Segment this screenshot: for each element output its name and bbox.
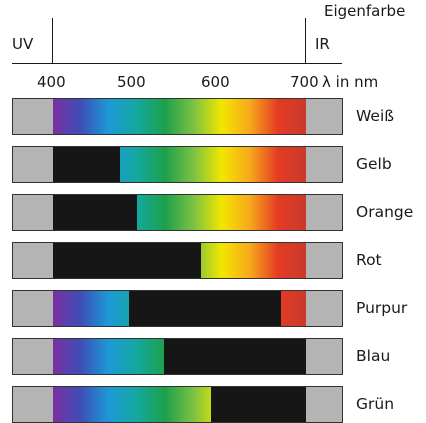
tick-label-400: 400 [37, 73, 66, 91]
row-label-gelb: Gelb [356, 155, 392, 173]
uv-boundary-line [52, 18, 53, 64]
tick-label-700: 700 [290, 73, 319, 91]
tick-label-500: 500 [117, 73, 146, 91]
ir-boundary-line [305, 18, 306, 64]
absorbed-band [210, 387, 306, 422]
spectrum-bar-orange [12, 194, 343, 231]
spectrum-bar-wei [12, 98, 343, 135]
uv-label: UV [12, 35, 34, 53]
visible-spectrum [53, 99, 306, 134]
spectrum-bar-gelb [12, 146, 343, 183]
eigenfarbe-label: Eigenfarbe [324, 2, 406, 20]
row-label-grn: Grün [356, 395, 395, 413]
spectrum-bar-grn [12, 386, 343, 423]
row-label-purpur: Purpur [356, 299, 408, 317]
axis-unit-label: λ in nm [322, 73, 379, 91]
wavelength-axis [12, 63, 342, 64]
row-label-wei: Weiß [356, 107, 395, 125]
absorbed-band [164, 339, 306, 374]
spectrum-bar-purpur [12, 290, 343, 327]
row-label-rot: Rot [356, 251, 382, 269]
absorbed-band [53, 195, 138, 230]
absorbed-band [53, 147, 121, 182]
row-label-blau: Blau [356, 347, 391, 365]
tick-label-600: 600 [201, 73, 230, 91]
ir-label: IR [315, 35, 330, 53]
absorbed-band [128, 291, 281, 326]
row-label-orange: Orange [356, 203, 414, 221]
spectrum-bar-rot [12, 242, 343, 279]
absorbed-band [53, 243, 201, 278]
spectrum-bar-blau [12, 338, 343, 375]
